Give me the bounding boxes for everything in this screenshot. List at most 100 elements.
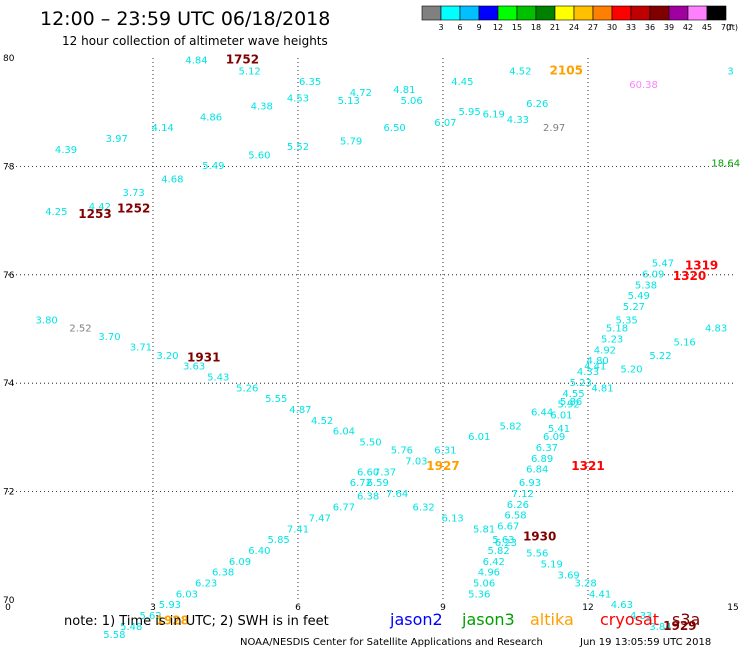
x-tick-label: 9 <box>440 603 446 613</box>
wave-height-value: 5.26 <box>236 383 258 394</box>
wave-height-value: 2.52 <box>69 324 91 335</box>
wave-height-value: 6.58 <box>504 511 526 522</box>
wave-height-value: 3.71 <box>130 343 152 354</box>
wave-height-value: 4.41 <box>589 589 611 600</box>
y-tick-label: 70 <box>3 596 15 606</box>
wave-height-value: 5.06 <box>473 578 495 589</box>
wave-height-value: 5.55 <box>265 394 287 405</box>
wave-height-value: 4.83 <box>705 324 727 335</box>
wave-height-value: 4.38 <box>251 101 273 112</box>
wave-height-value: 5.41 <box>548 424 570 435</box>
wave-height-value: 6.40 <box>248 546 270 557</box>
wave-height-value: 5.76 <box>391 446 413 457</box>
wave-height-value: 6.60 <box>357 467 379 478</box>
x-tick-label: 6 <box>295 603 301 613</box>
wave-height-value: 5.48 <box>120 622 142 633</box>
wave-height-value: 5.58 <box>103 630 125 641</box>
wave-height-value: 6.26 <box>507 500 529 511</box>
wave-height-value: 6.38 <box>357 492 379 503</box>
wave-height-value: 6.04 <box>333 427 355 438</box>
y-tick-label: 76 <box>3 271 15 281</box>
pass-time-label: 1929 <box>663 619 696 633</box>
wave-height-value: 6.72 <box>350 478 372 489</box>
wave-height-value: 6.01 <box>468 432 490 443</box>
scale-swatch <box>611 5 632 21</box>
wave-height-value: 4.14 <box>152 123 174 134</box>
wave-height-value: 6.23 <box>195 578 217 589</box>
scale-label: 45 <box>702 23 712 32</box>
scale-swatch <box>440 5 461 21</box>
wave-height-value: 6.31 <box>434 446 456 457</box>
scale-swatch <box>573 5 594 21</box>
pass-time-label: 1930 <box>523 529 556 543</box>
wave-height-value: 5.47 <box>652 259 674 270</box>
scale-label: (ft) <box>726 23 738 32</box>
scale-label: 30 <box>607 23 617 32</box>
scale-label: 15 <box>512 23 522 32</box>
scale-swatch <box>649 5 670 21</box>
wave-height-value: 4.25 <box>45 207 67 218</box>
wave-height-value: 5.49 <box>628 291 650 302</box>
wave-height-value: 5.92 <box>558 400 580 411</box>
wave-height-value: 4.55 <box>562 389 584 400</box>
wave-height-value: 3.20 <box>156 351 178 362</box>
wave-height-value: 6.42 <box>483 557 505 568</box>
pass-time-label: 1252 <box>117 201 150 215</box>
wave-height-value: 4.52 <box>509 66 531 77</box>
wave-height-value: 4.41 <box>584 362 606 373</box>
mission-s3a: s3a <box>672 610 700 629</box>
wave-height-value: 6.09 <box>229 557 251 568</box>
wave-height-value: 6.44 <box>531 408 553 419</box>
scale-swatch <box>687 5 708 21</box>
pass-time-label: 1752 <box>226 52 259 66</box>
scale-label: 39 <box>664 23 674 32</box>
wave-height-value: 5.50 <box>359 438 381 449</box>
wave-height-value: 6.01 <box>550 410 572 421</box>
wave-height-value: 5.36 <box>468 589 490 600</box>
scale-label: 9 <box>476 23 481 32</box>
axis-tick-labels: 0 3 6 9 12 15 70 72 74 76 78 80 <box>3 54 739 613</box>
wave-height-value: 4.96 <box>478 568 500 579</box>
wave-height-value: 60.38 <box>629 80 658 91</box>
chart-subtitle: 12 hour collection of altimeter wave hei… <box>62 34 328 48</box>
color-scale: 3 6 9 12 15 18 21 24 27 30 33 36 39 42 45 70(ft) <box>421 5 738 32</box>
chart-title: 12:00 – 23:59 UTC 06/18/2018 <box>40 8 330 30</box>
wave-height-value: 4.72 <box>350 88 372 99</box>
wave-height-value: 4.33 <box>577 367 599 378</box>
wave-height-value: 6.13 <box>442 513 464 524</box>
wave-height-value: 5.62 <box>139 611 161 622</box>
x-tick-label: 12 <box>582 603 593 613</box>
scale-label: 42 <box>683 23 693 32</box>
scale-label: 21 <box>550 23 560 32</box>
wave-height-value: 6.67 <box>497 522 519 533</box>
wave-height-value: 3.80 <box>36 316 58 327</box>
pass-time-label: 1927 <box>426 459 459 473</box>
wave-height-value: 5.56 <box>526 549 548 560</box>
wave-height-value: 6.77 <box>333 503 355 514</box>
scale-label: 12 <box>493 23 503 32</box>
scale-swatch <box>535 5 556 21</box>
wave-height-value: 5.93 <box>159 600 181 611</box>
wave-height-value: 6.26 <box>526 99 548 110</box>
wave-height-value: 4.53 <box>287 93 309 104</box>
scale-swatch <box>497 5 518 21</box>
wave-height-value: 6.32 <box>413 503 435 514</box>
wave-height-value: 5.16 <box>674 337 696 348</box>
wave-height-value: 5.18 <box>606 324 628 335</box>
wave-height-value: 4.86 <box>200 112 222 123</box>
pass-time-label: 2105 <box>550 63 583 77</box>
scale-swatch <box>516 5 537 21</box>
scale-label: 18 <box>531 23 541 32</box>
wave-height-value: 5.81 <box>473 524 495 535</box>
wave-height-value: 4.68 <box>161 175 183 186</box>
wave-height-value: 5.35 <box>616 316 638 327</box>
wave-height-value: 5.23 <box>601 335 623 346</box>
scale-label: 33 <box>626 23 636 32</box>
wave-height-value: 4.42 <box>89 202 111 213</box>
wave-height-value: 4.45 <box>451 77 473 88</box>
pass-time-label: 1931 <box>187 351 220 365</box>
pass-time-label: 1320 <box>673 269 706 283</box>
wave-height-value: 4.52 <box>311 416 333 427</box>
